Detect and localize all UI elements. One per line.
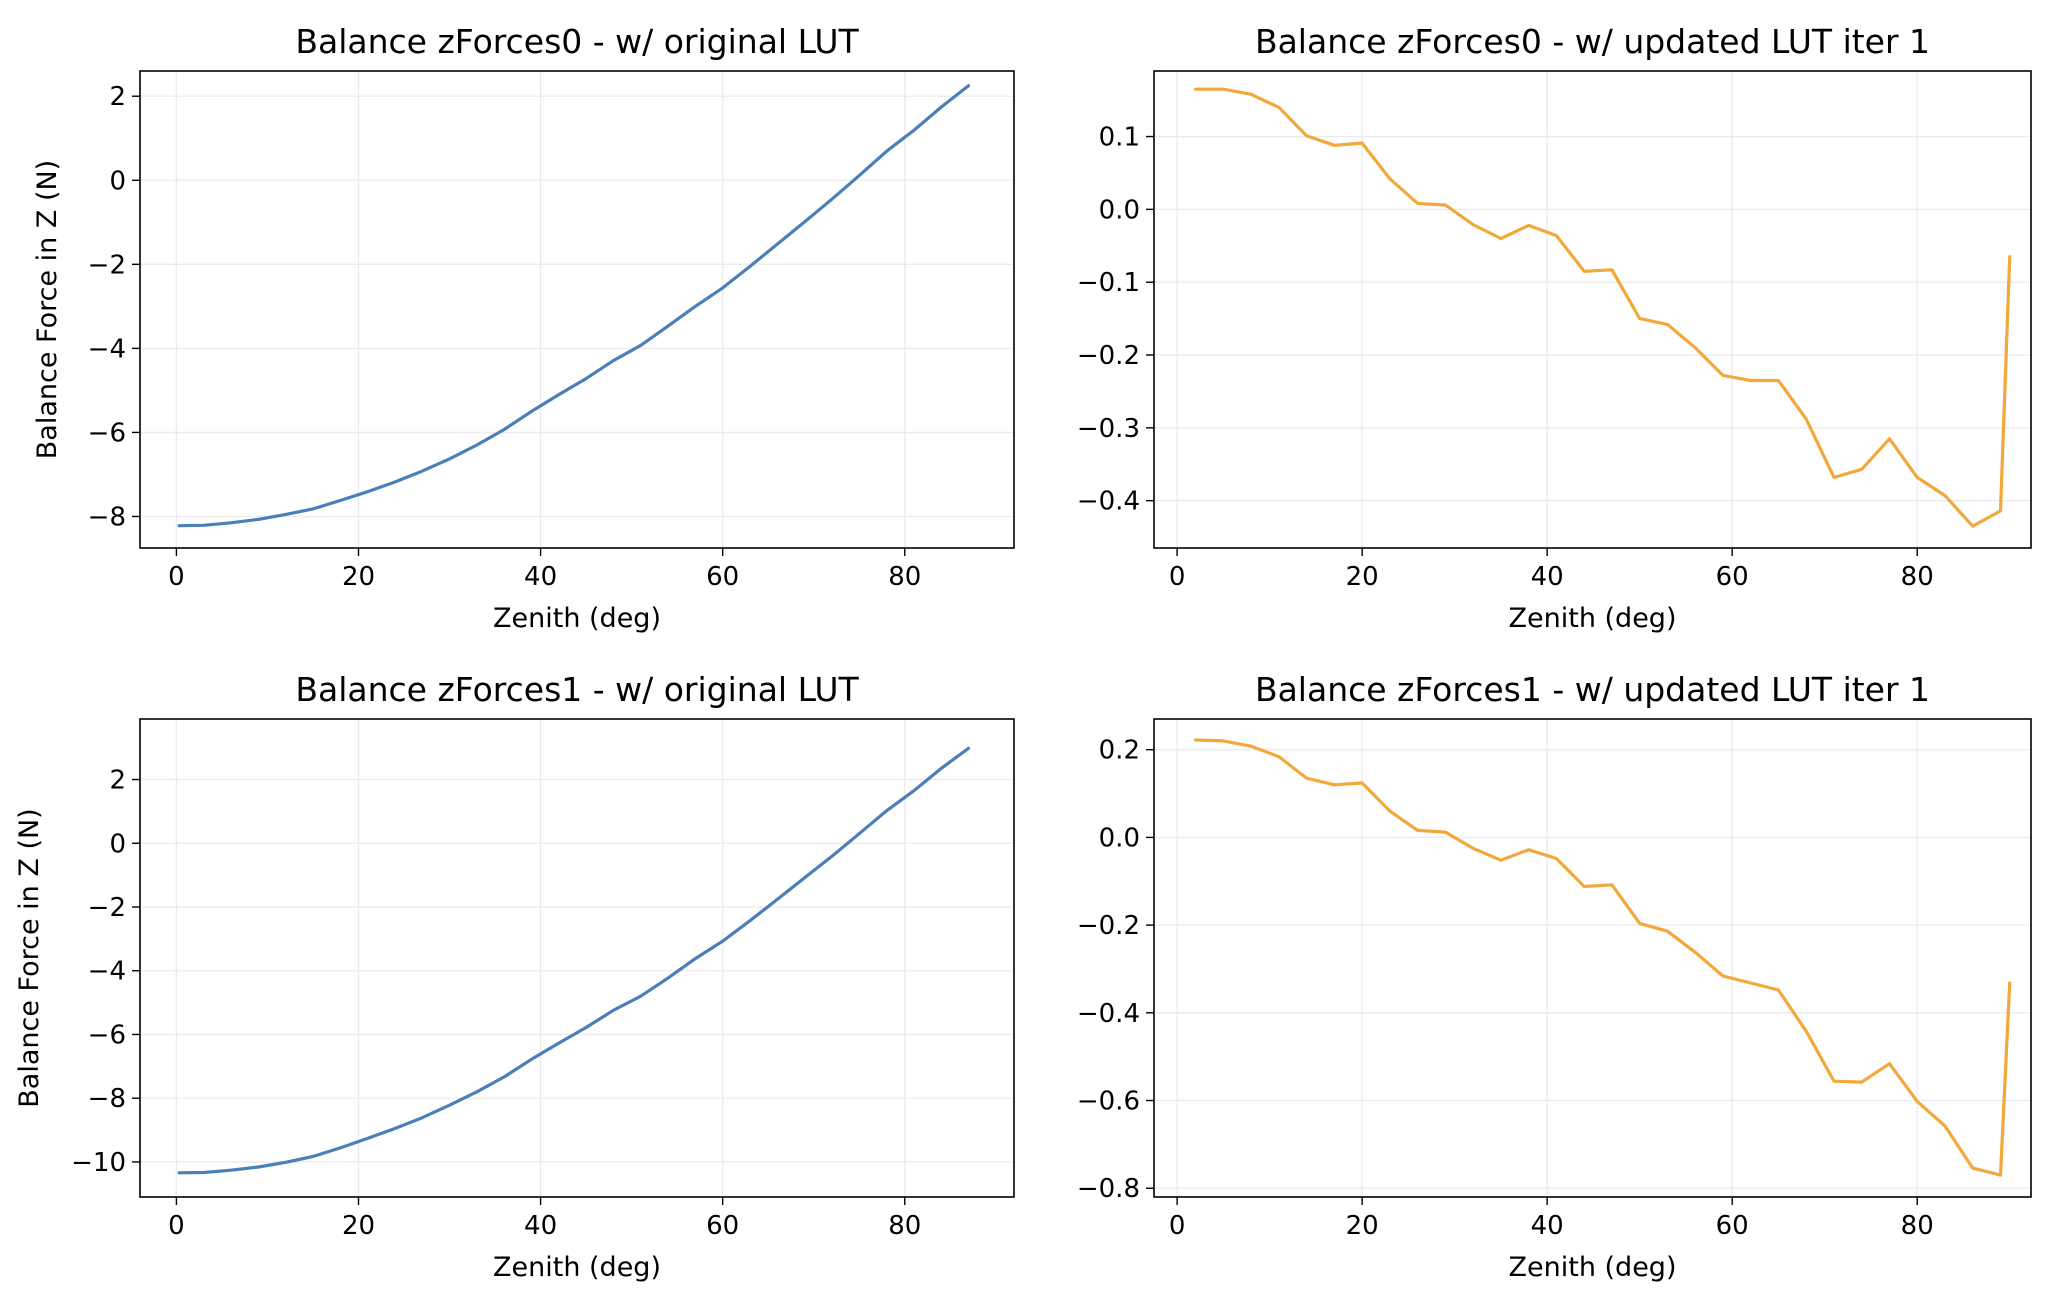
x-axis-label: Zenith (deg) (493, 1252, 661, 1283)
axes-frame (139, 718, 1015, 1198)
x-axis-label: Zenith (deg) (1509, 603, 1677, 634)
y-axis-label: Balance Force in Z (N) (32, 160, 63, 459)
axes-frame (1153, 718, 2032, 1198)
subplot-1: 0 20 40 60 80 −8 −6 −4 −2 0 2 Balance zForces0 - w/… (32, 22, 1015, 634)
x-tick-label: 60 (706, 562, 739, 592)
x-tick-label: 80 (888, 562, 921, 592)
x-tick-label: 60 (706, 1211, 739, 1241)
y-tick-label: 0.0 (1099, 823, 1140, 853)
x-tick-label: 0 (168, 562, 185, 592)
x-tick-label: 40 (1531, 562, 1564, 592)
x-tick-label: 0 (1169, 562, 1186, 592)
series-line (177, 84, 971, 528)
y-tick-label: 0 (109, 166, 126, 196)
y-tick-label: 0 (109, 829, 126, 859)
chart-title: Balance zForces0 - w/ updated LUT iter 1 (1255, 22, 1930, 61)
x-tick-label: 20 (1346, 562, 1379, 592)
x-tick-label: 0 (1169, 1211, 1186, 1241)
y-tick-label: −4 (88, 957, 126, 987)
y-tick-label: −6 (88, 418, 126, 448)
y-tick-label: −2 (88, 893, 126, 923)
x-axis-label: Zenith (deg) (493, 603, 661, 634)
subplot-4: 0 20 40 60 80 −0.8 −0.6 −0.4 −0.2 0.0 0.2 Balance z… (1077, 670, 2032, 1283)
y-tick-label: −4 (88, 334, 126, 364)
y-tick-label: −0.6 (1077, 1087, 1140, 1117)
x-tick-label: 40 (524, 562, 557, 592)
y-tick-label: −6 (88, 1020, 126, 1050)
y-tick-label: 0.2 (1099, 736, 1140, 766)
y-tick-label: −8 (88, 502, 126, 532)
y-tick-label: 0.0 (1099, 195, 1140, 225)
y-tick-label: −0.2 (1077, 911, 1140, 941)
x-tick-label: 60 (1716, 562, 1749, 592)
series-line (1193, 87, 2012, 528)
y-tick-label: −8 (88, 1084, 126, 1114)
y-tick-label: −10 (71, 1148, 126, 1178)
x-tick-label: 20 (342, 562, 375, 592)
x-tick-label: 20 (342, 1211, 375, 1241)
y-tick-label: 2 (109, 766, 126, 796)
x-tick-label: 60 (1716, 1211, 1749, 1241)
x-tick-label: 40 (1531, 1211, 1564, 1241)
x-tick-label: 80 (1901, 1211, 1934, 1241)
axes-frame (1153, 70, 2032, 549)
x-tick-label: 80 (888, 1211, 921, 1241)
x-tick-label: 40 (524, 1211, 557, 1241)
y-axis-label: Balance Force in Z (N) (14, 808, 45, 1107)
y-tick-label: 2 (109, 82, 126, 112)
chart-title: Balance zForces0 - w/ original LUT (295, 22, 859, 61)
y-tick-label: −0.4 (1077, 487, 1140, 517)
x-tick-label: 20 (1346, 1211, 1379, 1241)
y-tick-label: 0.1 (1099, 123, 1140, 153)
chart-title: Balance zForces1 - w/ original LUT (295, 670, 859, 709)
x-tick-label: 0 (168, 1211, 185, 1241)
y-tick-label: −0.1 (1077, 268, 1140, 298)
subplot-3: 0 20 40 60 80 −10 −8 −6 −4 −2 0 2 Balance zForces1 -… (14, 670, 1015, 1283)
y-tick-label: −0.8 (1077, 1174, 1140, 1204)
y-tick-label: −0.4 (1077, 999, 1140, 1029)
subplot-2: 0 20 40 60 80 −0.4 −0.3 −0.2 −0.1 0.0 0.1 Balance z… (1077, 22, 2032, 634)
y-tick-label: −2 (88, 250, 126, 280)
x-axis-label: Zenith (deg) (1509, 1252, 1677, 1283)
series-line (177, 746, 971, 1175)
y-tick-label: −0.2 (1077, 341, 1140, 371)
x-tick-label: 80 (1901, 562, 1934, 592)
axes-frame (139, 70, 1015, 549)
y-tick-label: −0.3 (1077, 414, 1140, 444)
series-line (1193, 738, 2012, 1177)
chart-title: Balance zForces1 - w/ updated LUT iter 1 (1255, 670, 1930, 709)
